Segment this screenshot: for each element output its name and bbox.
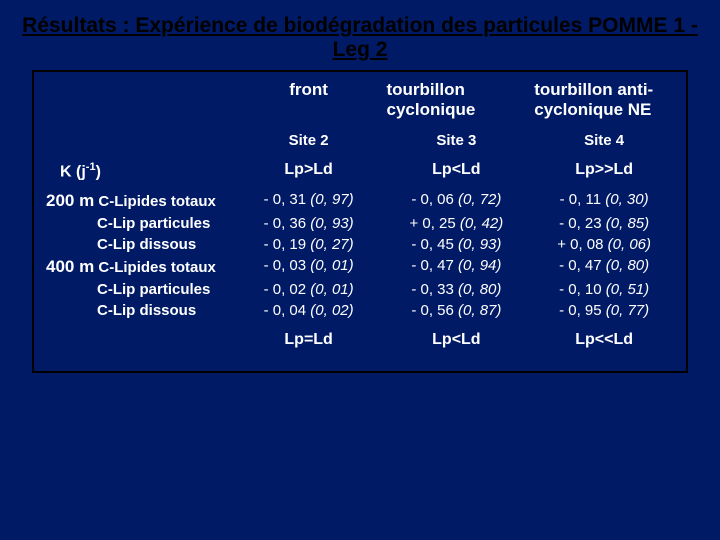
lp-bottom-3: Lp<<Ld bbox=[530, 321, 678, 357]
lp-bottom-row: Lp=Ld Lp<Ld Lp<<Ld bbox=[42, 321, 678, 357]
lp-top-2: Lp<Ld bbox=[382, 151, 530, 189]
depth-400: 400 m bbox=[46, 257, 94, 276]
d400-totaux-row: 400 m C-Lipides totaux - 0, 03 (0, 01) -… bbox=[42, 255, 678, 279]
k-and-lp-row: K (j-1) Lp>Ld Lp<Ld Lp>>Ld bbox=[42, 151, 678, 189]
cell: - 0, 11 (0, 30) bbox=[530, 189, 678, 213]
row-label-totaux-2: C-Lipides totaux bbox=[98, 259, 216, 276]
row-label-particules-2: C-Lip particules bbox=[97, 281, 210, 298]
cell: - 0, 47 (0, 94) bbox=[382, 255, 530, 279]
d200-dissous-row: C-Lip dissous - 0, 19 (0, 27) - 0, 45 (0… bbox=[42, 234, 678, 255]
k-label: K (j-1) bbox=[42, 151, 235, 189]
cell: - 0, 56 (0, 87) bbox=[382, 300, 530, 321]
cell: - 0, 10 (0, 51) bbox=[530, 279, 678, 300]
site-4: Site 4 bbox=[530, 122, 678, 151]
d200-totaux-row: 200 m C-Lipides totaux - 0, 31 (0, 97) -… bbox=[42, 189, 678, 213]
cell: + 0, 25 (0, 42) bbox=[382, 213, 530, 234]
lp-top-1: Lp>Ld bbox=[235, 151, 383, 189]
lp-top-3: Lp>>Ld bbox=[530, 151, 678, 189]
cell: - 0, 45 (0, 93) bbox=[382, 234, 530, 255]
d400-dissous-row: C-Lip dissous - 0, 04 (0, 02) - 0, 56 (0… bbox=[42, 300, 678, 321]
cell: - 0, 36 (0, 93) bbox=[235, 213, 383, 234]
col-header-anticyclonique: tourbillon anti-cyclonique NE bbox=[530, 78, 678, 122]
cell: - 0, 31 (0, 97) bbox=[235, 189, 383, 213]
lp-bottom-2: Lp<Ld bbox=[382, 321, 530, 357]
cell: - 0, 04 (0, 02) bbox=[235, 300, 383, 321]
d400-particules-row: C-Lip particules - 0, 02 (0, 01) - 0, 33… bbox=[42, 279, 678, 300]
cell: - 0, 23 (0, 85) bbox=[530, 213, 678, 234]
cell: - 0, 19 (0, 27) bbox=[235, 234, 383, 255]
cell: - 0, 47 (0, 80) bbox=[530, 255, 678, 279]
cell: - 0, 33 (0, 80) bbox=[382, 279, 530, 300]
cell: - 0, 02 (0, 01) bbox=[235, 279, 383, 300]
col-header-front: front bbox=[235, 78, 383, 122]
site-2: Site 2 bbox=[235, 122, 383, 151]
d200-particules-row: C-Lip particules - 0, 36 (0, 93) + 0, 25… bbox=[42, 213, 678, 234]
lp-bottom-1: Lp=Ld bbox=[235, 321, 383, 357]
depth-200: 200 m bbox=[46, 191, 94, 210]
cell: - 0, 03 (0, 01) bbox=[235, 255, 383, 279]
row-label-particules: C-Lip particules bbox=[97, 215, 210, 232]
col-header-cyclonique: tourbillon cyclonique bbox=[382, 78, 530, 122]
column-header-row: front tourbillon cyclonique tourbillon a… bbox=[42, 78, 678, 122]
slide-title: Résultats : Expérience de biodégradation… bbox=[0, 0, 720, 64]
cell: + 0, 08 (0, 06) bbox=[530, 234, 678, 255]
cell: - 0, 06 (0, 72) bbox=[382, 189, 530, 213]
cell: - 0, 95 (0, 77) bbox=[530, 300, 678, 321]
row-label-totaux: C-Lipides totaux bbox=[98, 193, 216, 210]
row-label-dissous: C-Lip dissous bbox=[97, 236, 196, 253]
row-label-dissous-2: C-Lip dissous bbox=[97, 302, 196, 319]
data-table: front tourbillon cyclonique tourbillon a… bbox=[42, 78, 678, 357]
content-border: front tourbillon cyclonique tourbillon a… bbox=[32, 70, 688, 373]
site-row: Site 2 Site 3 Site 4 bbox=[42, 122, 678, 151]
site-3: Site 3 bbox=[382, 122, 530, 151]
